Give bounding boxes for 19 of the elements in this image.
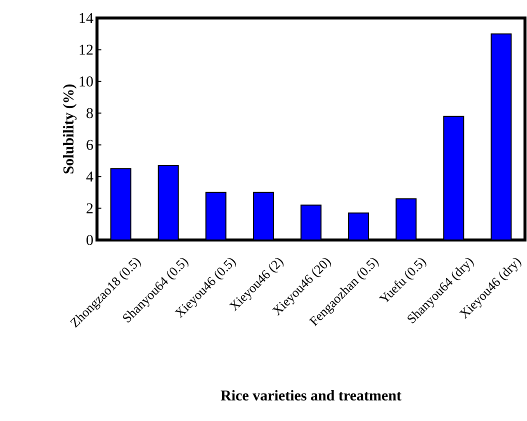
bar <box>252 192 274 240</box>
y-tick-label: 6 <box>86 140 94 150</box>
y-tick-label: 14 <box>80 13 94 23</box>
bar <box>300 204 322 240</box>
bar <box>490 33 512 240</box>
y-tick-label: 10 <box>80 76 93 86</box>
bar <box>110 168 132 240</box>
y-tick-label: 4 <box>86 172 94 182</box>
y-tick-label: 12 <box>80 44 93 55</box>
bar <box>158 164 179 240</box>
bar <box>205 192 226 240</box>
y-tick-label: 2 <box>86 203 93 214</box>
y-tick-label: 0 <box>86 234 93 246</box>
y-tick-label: 8 <box>86 108 93 118</box>
bar <box>396 198 417 240</box>
bar <box>443 116 464 240</box>
x-axis-title: Rice varieties and treatment <box>220 390 402 401</box>
y-axis-title: Solubility (%) <box>62 84 77 174</box>
bar <box>348 212 370 240</box>
